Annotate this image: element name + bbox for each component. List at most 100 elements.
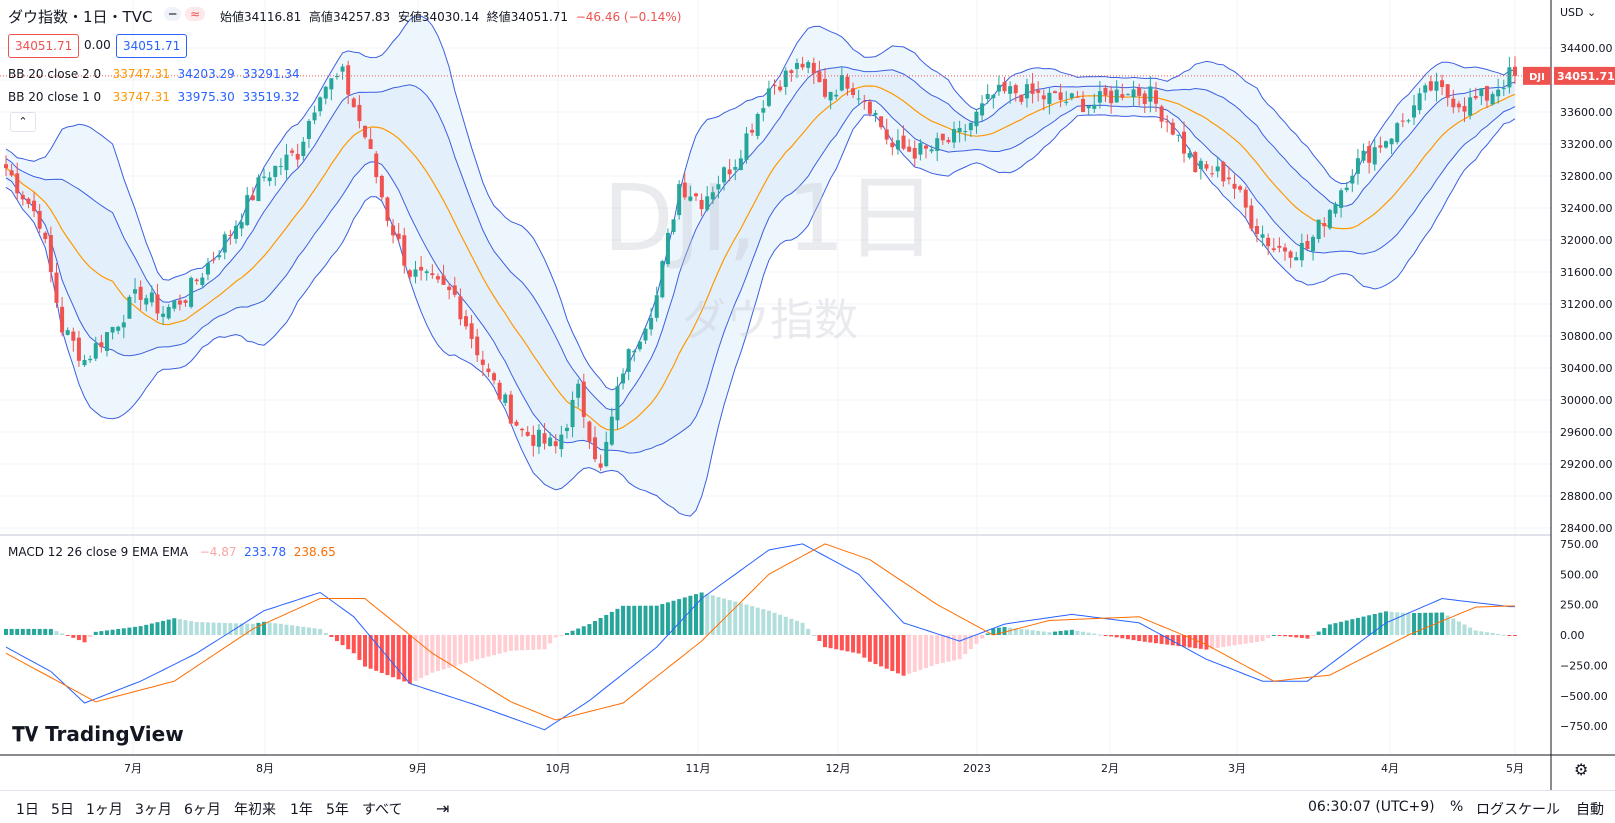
macd-hist-bar [1266, 635, 1271, 639]
macd-hist-bar [1462, 624, 1467, 635]
macd-hist-bar [665, 602, 670, 635]
price-tick-label: 30400.00 [1560, 362, 1613, 375]
macd-hist-bar [615, 608, 620, 635]
macd-hist-bar [172, 618, 177, 635]
log-scale-toggle[interactable]: ログスケール [1476, 802, 1560, 818]
macd-hist-bar [256, 622, 261, 635]
tf-1m[interactable]: 1ヶ月 [86, 802, 123, 818]
macd-hist-bar [727, 600, 732, 635]
tv-logo-icon: 𝐓𝐕 [12, 722, 39, 746]
candle-body [121, 322, 126, 328]
candle-body [716, 184, 721, 190]
candle-body [205, 263, 210, 275]
macd-hist-bar [1176, 635, 1181, 647]
candle-body [963, 131, 968, 133]
macd-hist-bar [1187, 635, 1192, 648]
bb2-basis: 33747.31 [112, 67, 170, 81]
macd-hist-bar [284, 624, 289, 635]
chart-canvas[interactable]: DJI, 1日ダウ指数34400.0034000.0033600.0033200… [0, 0, 1615, 790]
candle-body [1215, 166, 1220, 172]
candle-body [1238, 186, 1243, 190]
candle-body [536, 429, 541, 447]
macd-hist-bar [340, 635, 345, 646]
buy-price-button[interactable]: 34051.71 [116, 34, 188, 58]
chevron-down-icon: ⌄ [1587, 6, 1597, 19]
macd-hist-bar [1468, 627, 1473, 635]
macd-hist-bar [1013, 628, 1018, 635]
macd-legend[interactable]: MACD 12 26 close 9 EMA EMA −4.87 233.78 … [8, 545, 336, 559]
candle-body [1361, 150, 1366, 161]
auto-scale-toggle[interactable]: 自動 [1576, 802, 1604, 818]
bb1-legend[interactable]: BB 20 close 1 0 33747.31 33975.30 33519.… [8, 90, 300, 104]
candle-body [312, 112, 317, 121]
macd-hist-bar [318, 628, 323, 635]
settings-gear-icon[interactable]: ⚙ [1574, 760, 1589, 779]
tf-5y[interactable]: 5年 [326, 802, 349, 818]
tradingview-logo[interactable]: 𝐓𝐕 TradingView [12, 722, 184, 746]
clock-time[interactable]: 06:30:07 (UTC+9) [1308, 799, 1435, 815]
macd-hist-bar [671, 600, 676, 635]
tf-1y[interactable]: 1年 [290, 802, 313, 818]
tf-1d[interactable]: 1日 [16, 802, 39, 818]
macd-hist-bar [1367, 615, 1372, 635]
candle-body [755, 114, 760, 136]
macd-hist-bar [564, 632, 569, 635]
percent-toggle[interactable]: % [1450, 799, 1464, 815]
candle-body [772, 85, 777, 87]
symbol-title[interactable]: ダウ指数・1日・TVC [8, 6, 152, 27]
candle-body [1271, 248, 1276, 251]
macd-hist-bar [1030, 630, 1035, 635]
macd-hist-bar [531, 635, 536, 650]
tf-all[interactable]: すべて [362, 802, 403, 818]
collapse-legend-button[interactable]: ⌃ [10, 112, 36, 132]
toggle-icons[interactable]: ━ ≈ [164, 7, 206, 21]
macd-hist-bar [654, 605, 659, 635]
sell-price-button[interactable]: 34051.71 [8, 34, 80, 58]
macd-hist-bar [587, 624, 592, 635]
macd-hist-bar [806, 628, 811, 635]
bb2-legend[interactable]: BB 20 close 2 0 33747.31 34203.29 33291.… [8, 67, 300, 81]
candle-body [1165, 121, 1170, 123]
macd-hist-bar [974, 635, 979, 644]
macd-hist-bar [637, 605, 642, 635]
candle-body [93, 343, 98, 359]
macd-hist-bar [581, 626, 586, 635]
macd-hist-bar [598, 617, 603, 635]
minus-toggle-icon[interactable]: ━ [164, 7, 182, 21]
wave-toggle-icon[interactable]: ≈ [185, 7, 206, 21]
time-tick-label: 12月 [826, 762, 851, 775]
macd-hist-bar [385, 635, 390, 676]
tf-6m[interactable]: 6ヶ月 [184, 802, 221, 818]
macd-hist-bar [452, 635, 457, 667]
candle-body [1327, 209, 1332, 229]
macd-hist-bar [463, 635, 468, 663]
candle-body [553, 441, 558, 447]
candle-body [957, 127, 962, 132]
candle-body [48, 235, 53, 273]
currency-selector[interactable]: USD ⌄ [1560, 6, 1596, 19]
candle-body [15, 173, 20, 194]
tf-5d[interactable]: 5日 [51, 802, 74, 818]
tf-ytd[interactable]: 年初来 [234, 802, 276, 818]
candle-body [1254, 226, 1259, 235]
candle-body [621, 373, 626, 384]
candle-body [1002, 82, 1007, 92]
macd-hist-bar [1428, 612, 1433, 635]
bottom-toolbar: 1日 5日 1ヶ月 3ヶ月 6ヶ月 年初来 1年 5年 すべて ⇥ 06:30:… [0, 790, 1615, 823]
candle-body [1058, 92, 1063, 100]
macd-hist-bar [867, 635, 872, 662]
goto-date-icon[interactable]: ⇥ [436, 799, 450, 818]
candle-body [306, 121, 311, 139]
macd-hist-bar [306, 627, 311, 635]
macd-hist-bar [766, 610, 771, 635]
macd-hist-bar [851, 635, 856, 653]
candle-body [1008, 86, 1013, 94]
tf-3m[interactable]: 3ヶ月 [135, 802, 172, 818]
candle-body [615, 386, 620, 421]
candle-body [912, 147, 917, 159]
macd-hist-bar [1153, 635, 1158, 644]
candle-body [1378, 145, 1383, 148]
time-tick-label: 3月 [1228, 762, 1246, 775]
macd-hist-bar [486, 635, 491, 657]
candle-body [514, 421, 519, 426]
